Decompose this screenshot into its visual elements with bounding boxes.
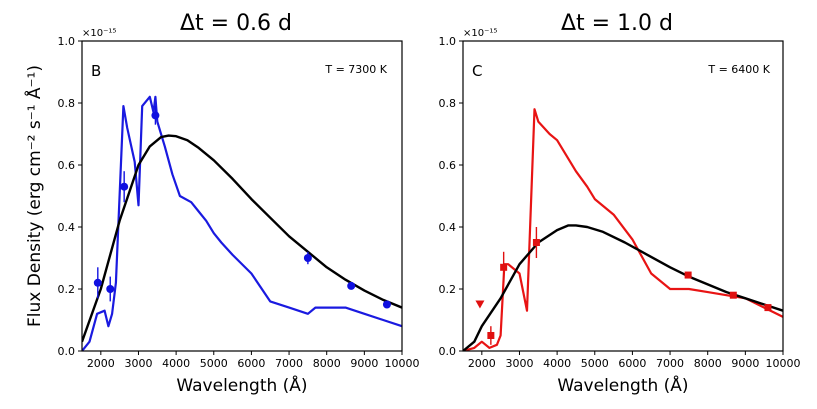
x-tick-label: 8000 [694, 357, 722, 370]
x-tick-label: 5000 [200, 357, 228, 370]
x-tick-label: 2000 [468, 357, 496, 370]
x-tick-label: 6000 [237, 357, 265, 370]
y-tick-label: 0.8 [58, 97, 76, 110]
x-tick-label: 4000 [162, 357, 190, 370]
data-point [347, 281, 356, 290]
x-tick-label: 2000 [87, 357, 115, 370]
data-point [106, 285, 115, 293]
panel-letter: B [91, 62, 101, 80]
data-point [487, 332, 495, 339]
temperature-label: T = 7300 K [324, 63, 387, 76]
x-tick-label: 4000 [543, 357, 571, 370]
data-point [500, 263, 508, 271]
y-tick-label: 0.2 [439, 283, 457, 296]
chart-title: Δt = 1.0 d [561, 11, 673, 36]
blackbody-fit-line [82, 134, 402, 343]
x-tick-label: 9000 [731, 357, 759, 370]
y-tick-label: 1.0 [58, 35, 76, 48]
data-point [151, 111, 160, 120]
y-tick-label: 0.4 [439, 221, 457, 234]
panel-letter: C [472, 62, 482, 80]
x-tick-label: 3000 [124, 357, 152, 370]
y-tick-label: 0.6 [439, 159, 457, 172]
x-tick-label: 5000 [581, 357, 609, 370]
y-tick-label: 1.0 [439, 35, 457, 48]
spectrum-line [463, 108, 783, 351]
blackbody-fit-line [463, 224, 783, 351]
plot-frame [81, 40, 403, 352]
y-tick-label: 0.6 [58, 159, 76, 172]
x-tick-label: 10000 [385, 357, 420, 370]
spectrum-line [82, 95, 402, 351]
x-axis-label: Wavelength (Å) [557, 374, 688, 396]
x-tick-label: 7000 [275, 357, 303, 370]
x-tick-label: 3000 [505, 357, 533, 370]
data-point [93, 278, 102, 287]
y-tick-label: 0.0 [58, 345, 76, 358]
y-tick-label: 0.0 [439, 345, 457, 358]
data-point [120, 182, 129, 191]
x-tick-label: 9000 [350, 357, 378, 370]
data-point [382, 300, 391, 309]
y-tick-label: 0.8 [439, 97, 457, 110]
data-point [532, 239, 540, 246]
data-point [684, 271, 692, 279]
scale-exponent-label: ×10⁻¹⁵ [463, 28, 497, 39]
x-tick-label: 8000 [313, 357, 341, 370]
y-axis-label: Flux Density (erg cm⁻² s⁻¹ Å⁻¹) [23, 65, 45, 327]
upper-limit-marker [475, 300, 485, 309]
y-tick-label: 0.2 [58, 283, 76, 296]
chart-title: Δt = 0.6 d [180, 11, 292, 36]
x-tick-label: 7000 [656, 357, 684, 370]
x-tick-label: 6000 [618, 357, 646, 370]
x-tick-label: 10000 [766, 357, 801, 370]
plot-frame [462, 40, 784, 352]
temperature-label: T = 6400 K [707, 63, 770, 76]
scale-exponent-label: ×10⁻¹⁵ [82, 28, 116, 39]
x-axis-label: Wavelength (Å) [176, 374, 307, 396]
chart-panel-b: Δt = 0.6 d ×10⁻¹⁵ 2000 3000 4000 5000 6000 70… [58, 11, 420, 396]
data-point [764, 304, 772, 312]
y-tick-label: 0.4 [58, 221, 76, 234]
data-point [303, 254, 312, 262]
data-point [729, 291, 737, 299]
chart-panel-c: Δt = 1.0 d ×10⁻¹⁵ 2000 3000 4000 5000 6000 70… [439, 11, 801, 396]
